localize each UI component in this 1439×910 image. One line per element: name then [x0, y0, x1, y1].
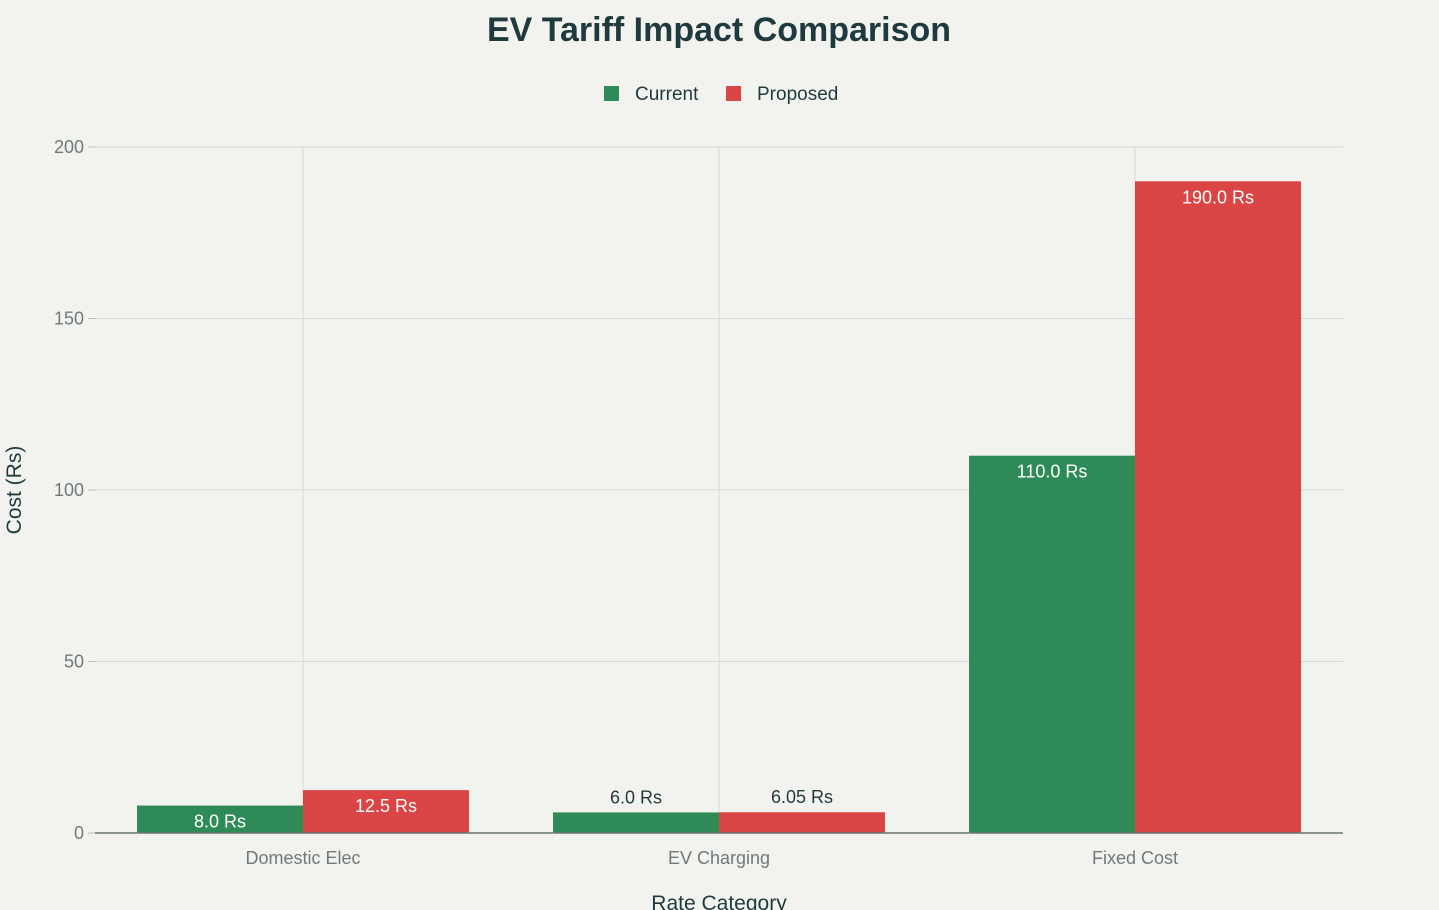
y-axis-title: Cost (Rs): [3, 446, 26, 535]
y-tick-label: 150: [54, 309, 84, 329]
bar-labels: 8.0 Rs 12.5 Rs 6.0 Rs 6.05 Rs 110.0 Rs 190.0 …: [194, 187, 1254, 831]
bar-value-label: 6.05 Rs: [771, 787, 833, 807]
bar-value-label: 12.5 Rs: [355, 796, 417, 816]
bar-current-2: [553, 812, 719, 833]
y-tick-label: 50: [64, 652, 84, 672]
bar-proposed-3: [1135, 181, 1301, 834]
y-axis-ticks: 0 50 100 150 200: [54, 137, 95, 843]
legend-swatch-proposed: [726, 86, 741, 101]
x-tick-label: EV Charging: [668, 848, 770, 868]
legend-label-proposed: Proposed: [757, 84, 838, 105]
bar-proposed-1: [303, 790, 469, 833]
x-tick-label: Fixed Cost: [1092, 848, 1178, 868]
chart-title: EV Tariff Impact Comparison: [487, 11, 951, 49]
bar-value-label: 110.0 Rs: [1017, 462, 1088, 482]
x-axis-ticks: Domestic Elec EV Charging Fixed Cost: [245, 848, 1178, 868]
y-tick-label: 200: [54, 137, 84, 157]
bar-current-1: [137, 805, 303, 833]
legend-swatch-current: [604, 86, 619, 101]
bar-current-3: [969, 455, 1135, 833]
x-axis-title: Rate Category: [651, 892, 787, 910]
bar-value-label: 8.0 Rs: [194, 812, 246, 832]
x-tick-label: Domestic Elec: [245, 848, 360, 868]
y-tick-label: 100: [54, 480, 84, 500]
bar-value-label: 6.0 Rs: [610, 787, 662, 807]
bar-value-label: 190.0 Rs: [1182, 187, 1254, 207]
legend-label-current: Current: [635, 84, 699, 105]
legend: Current Proposed: [604, 84, 838, 105]
y-tick-label: 0: [74, 823, 84, 843]
bar-proposed-2: [719, 812, 885, 833]
bars: [137, 181, 1301, 834]
